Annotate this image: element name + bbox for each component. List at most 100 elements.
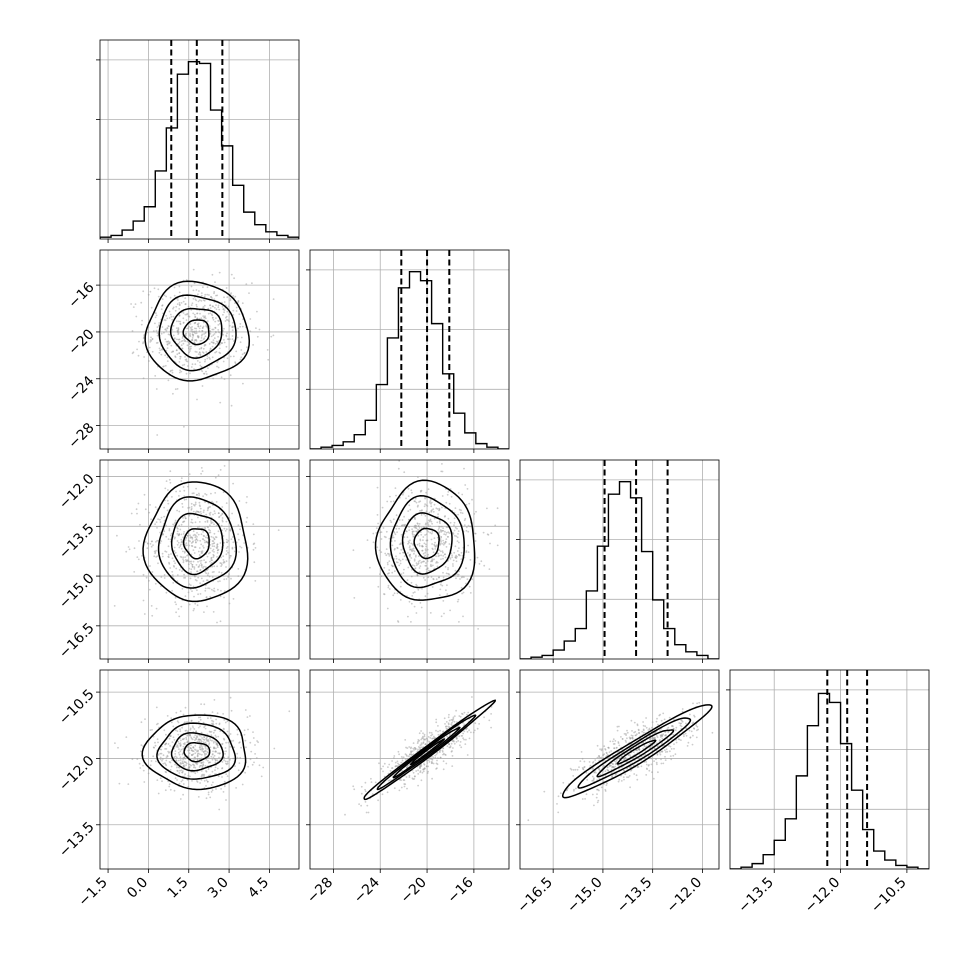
scatter-point — [403, 785, 406, 788]
scatter-point — [164, 789, 167, 792]
scatter-point — [448, 543, 451, 545]
x-tick-label: −28 — [304, 875, 336, 907]
scatter-point — [189, 588, 192, 591]
scatter-point — [196, 335, 199, 337]
scatter-point — [157, 792, 160, 795]
scatter-point — [468, 585, 471, 588]
scatter-point — [442, 555, 445, 557]
scatter-point — [413, 749, 415, 751]
scatter-point — [215, 722, 218, 725]
scatter-point — [212, 756, 215, 759]
scatter-point — [201, 750, 204, 752]
scatter-point — [626, 737, 628, 740]
scatter-point — [226, 760, 229, 763]
scatter-point — [398, 543, 401, 546]
scatter-point — [202, 567, 204, 569]
scatter-point — [188, 583, 191, 586]
scatter-point — [217, 580, 219, 583]
scatter-point — [438, 531, 441, 533]
scatter-point — [220, 376, 223, 379]
scatter-point — [197, 716, 200, 719]
scatter-point — [211, 545, 214, 547]
scatter-point — [196, 536, 198, 538]
scatter-point — [466, 578, 469, 581]
histogram-panel-3 — [726, 669, 930, 873]
scatter-point — [215, 718, 217, 721]
scatter-point — [211, 770, 214, 773]
scatter-point — [183, 425, 185, 428]
scatter-point — [213, 510, 216, 512]
scatter-point — [179, 545, 182, 547]
scatter-point — [211, 789, 214, 792]
scatter-point — [131, 330, 134, 332]
scatter-point — [197, 336, 200, 339]
scatter-point — [159, 531, 161, 534]
scatter-point — [198, 734, 201, 737]
scatter-point — [193, 552, 196, 554]
scatter-point — [463, 524, 466, 527]
scatter-point — [426, 539, 429, 542]
scatter-point — [397, 750, 400, 753]
scatter-point — [401, 558, 404, 561]
scatter-point — [219, 331, 222, 333]
scatter-point — [214, 492, 217, 494]
scatter-point — [163, 577, 166, 579]
scatter-point — [179, 743, 182, 746]
panel-frame — [729, 669, 930, 870]
scatter-point — [204, 755, 206, 757]
scatter-point — [210, 492, 212, 495]
scatter-point — [252, 523, 255, 525]
scatter-point — [164, 743, 167, 746]
scatter-point — [193, 566, 196, 569]
scatter-point — [138, 540, 140, 542]
scatter-point — [660, 750, 662, 753]
scatter-point — [198, 317, 201, 320]
scatter-point — [438, 576, 440, 579]
scatter-point — [178, 615, 181, 618]
scatter-point — [178, 308, 181, 310]
scatter-point — [216, 361, 219, 364]
scatter-point — [240, 336, 243, 339]
scatter-point — [140, 323, 143, 326]
scatter-point — [169, 313, 172, 316]
scatter-point — [173, 294, 176, 297]
scatter-point — [595, 796, 598, 799]
scatter-point — [203, 304, 206, 307]
scatter-point — [166, 317, 169, 320]
scatter-point — [442, 600, 445, 602]
scatter-point — [214, 326, 217, 329]
scatter-point — [454, 545, 457, 548]
scatter-point — [199, 560, 201, 562]
scatter-point — [386, 791, 389, 794]
y-tick-label: −12.0 — [56, 753, 98, 795]
scatter-point — [397, 762, 399, 765]
scatter-point — [146, 547, 149, 550]
scatter-point — [417, 588, 420, 591]
scatter-panel-2-0 — [96, 459, 300, 663]
scatter-point — [441, 495, 444, 497]
scatter-point — [185, 764, 187, 767]
scatter-point — [394, 761, 397, 764]
scatter-point — [140, 301, 143, 304]
scatter-point — [420, 779, 423, 782]
scatter-point — [394, 765, 397, 768]
scatter-point — [651, 736, 654, 739]
scatter-point — [178, 371, 181, 374]
scatter-point — [642, 721, 644, 723]
scatter-point — [212, 750, 214, 753]
scatter-point — [455, 736, 458, 738]
scatter-point — [626, 776, 628, 779]
scatter-point — [458, 621, 460, 623]
scatter-point — [466, 731, 469, 733]
scatter-point — [434, 754, 437, 757]
scatter-point — [659, 729, 661, 731]
scatter-point — [459, 511, 462, 514]
scatter-point — [648, 769, 651, 772]
scatter-point — [147, 331, 149, 334]
scatter-point — [426, 529, 429, 532]
scatter-point — [384, 552, 387, 555]
scatter-point — [404, 739, 407, 741]
scatter-point — [664, 759, 667, 761]
scatter-point — [389, 779, 391, 782]
scatter-point — [201, 737, 203, 739]
